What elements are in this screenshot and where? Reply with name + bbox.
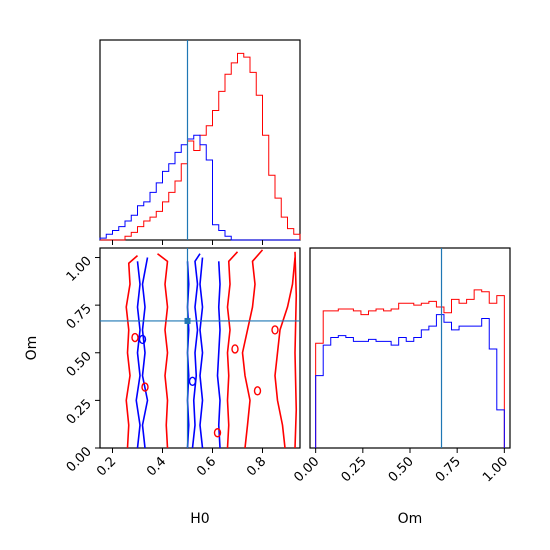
om-histogram-series bbox=[315, 289, 505, 448]
h0-hist-series-b bbox=[99, 134, 300, 241]
contour-line-b bbox=[191, 253, 201, 449]
joint-y-tick-label: 0.00 bbox=[64, 444, 95, 475]
joint-truth-point bbox=[184, 317, 191, 324]
contour-island-a bbox=[253, 386, 262, 396]
joint-y-tick-label: 0.25 bbox=[64, 397, 95, 428]
h0-histogram-frame bbox=[99, 39, 301, 241]
joint-x-ticks: 0.2 0.4 0.6 0.8 bbox=[94, 448, 269, 479]
contour-line-b bbox=[199, 257, 204, 449]
om-histogram-panel: 0.00 0.25 0.50 0.75 1.00 bbox=[291, 247, 511, 485]
om-x-axis-label: Om bbox=[398, 511, 423, 527]
joint-y-tick-label: 0.75 bbox=[64, 301, 95, 332]
joint-y-ticks: 0.00 0.25 0.50 0.75 1.00 bbox=[64, 254, 100, 475]
contour-line-a bbox=[125, 255, 139, 449]
contour-line-a bbox=[157, 253, 169, 449]
joint-y-axis-label: Om bbox=[24, 336, 40, 361]
om-hist-series-a bbox=[315, 289, 505, 448]
om-x-tick-label: 0.00 bbox=[291, 454, 322, 485]
contour-line-a bbox=[241, 249, 264, 449]
om-x-tick-label: 0.25 bbox=[339, 454, 370, 485]
h0-histogram-ticks bbox=[112, 240, 263, 245]
contour-line-a bbox=[294, 251, 298, 449]
om-hist-series-b bbox=[315, 314, 505, 448]
contour-island-a bbox=[131, 332, 139, 343]
contour-island-a bbox=[231, 344, 239, 354]
joint-frame bbox=[99, 247, 301, 449]
om-x-tick-label: 0.50 bbox=[386, 454, 417, 485]
joint-x-axis-label: H0 bbox=[190, 511, 209, 527]
joint-x-tick-label: 0.4 bbox=[144, 454, 169, 479]
contour-island-a bbox=[141, 382, 149, 392]
joint-x-tick-label: 0.6 bbox=[194, 454, 219, 479]
contour-line-a bbox=[274, 257, 296, 449]
contour-island-a bbox=[213, 428, 222, 438]
joint-y-tick-label: 1.00 bbox=[64, 254, 95, 285]
h0-histogram-panel bbox=[99, 39, 301, 245]
contour-line-b bbox=[135, 261, 141, 449]
contour-island-a bbox=[271, 325, 279, 335]
contour-island-b bbox=[188, 376, 197, 387]
h0-histogram-series bbox=[99, 52, 301, 241]
joint-panel: 0.2 0.4 0.6 0.8 0.00 0.25 0.50 0.75 1.00 bbox=[64, 247, 301, 479]
joint-contours bbox=[125, 249, 298, 449]
om-x-tick-label: 1.00 bbox=[480, 454, 511, 485]
joint-truth-lines bbox=[100, 248, 300, 448]
om-x-ticks: 0.00 0.25 0.50 0.75 1.00 bbox=[291, 448, 511, 485]
contour-line-b bbox=[141, 257, 149, 449]
contour-island-b bbox=[138, 334, 147, 345]
om-x-tick-label: 0.75 bbox=[433, 454, 464, 485]
joint-x-tick-label: 0.8 bbox=[244, 454, 269, 479]
om-histogram-frame bbox=[309, 247, 511, 449]
h0-hist-series-a bbox=[100, 52, 301, 241]
contour-line-b bbox=[216, 261, 221, 449]
contour-line-a bbox=[226, 251, 239, 449]
joint-x-tick-label: 0.2 bbox=[94, 454, 119, 479]
joint-y-tick-label: 0.50 bbox=[64, 349, 95, 380]
